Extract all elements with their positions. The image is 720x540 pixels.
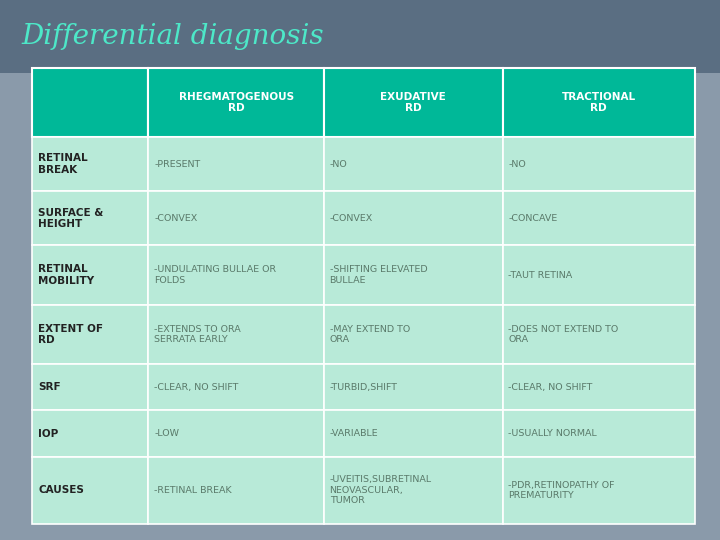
Bar — [324, 457, 503, 524]
Text: -VARIABLE: -VARIABLE — [330, 429, 378, 438]
Text: -UNDULATING BULLAE OR
FOLDS: -UNDULATING BULLAE OR FOLDS — [154, 265, 276, 285]
Bar — [148, 68, 324, 137]
Text: RHEGMATOGENOUS
RD: RHEGMATOGENOUS RD — [179, 91, 294, 113]
Text: -LOW: -LOW — [154, 429, 179, 438]
Text: -UVEITIS,SUBRETINAL
NEOVASCULAR,
TUMOR: -UVEITIS,SUBRETINAL NEOVASCULAR, TUMOR — [330, 475, 432, 505]
Bar — [148, 137, 324, 191]
Bar — [32, 305, 148, 364]
Bar — [32, 68, 148, 137]
Bar — [148, 364, 324, 410]
Bar — [148, 457, 324, 524]
Text: EXUDATIVE
RD: EXUDATIVE RD — [380, 91, 446, 113]
Text: -PRESENT: -PRESENT — [154, 160, 200, 168]
Bar — [503, 137, 695, 191]
Bar — [503, 305, 695, 364]
Text: -PDR,RETINOPATHY OF
PREMATURITY: -PDR,RETINOPATHY OF PREMATURITY — [508, 481, 615, 500]
Bar — [32, 410, 148, 457]
Bar — [324, 364, 503, 410]
Bar — [503, 364, 695, 410]
Text: -RETINAL BREAK: -RETINAL BREAK — [154, 486, 232, 495]
Bar — [32, 245, 148, 305]
Text: SRF: SRF — [38, 382, 60, 392]
Bar — [503, 68, 695, 137]
Bar — [324, 305, 503, 364]
Bar — [324, 191, 503, 245]
Text: TRACTIONAL
RD: TRACTIONAL RD — [562, 91, 636, 113]
Text: -DOES NOT EXTEND TO
ORA: -DOES NOT EXTEND TO ORA — [508, 325, 618, 344]
Text: SURFACE &
HEIGHT: SURFACE & HEIGHT — [38, 207, 104, 229]
Text: -TURBID,SHIFT: -TURBID,SHIFT — [330, 383, 397, 391]
Text: -CONVEX: -CONVEX — [330, 214, 373, 223]
Bar — [32, 457, 148, 524]
Text: -MAY EXTEND TO
ORA: -MAY EXTEND TO ORA — [330, 325, 410, 344]
Bar — [0, 0, 720, 73]
Text: -NO: -NO — [508, 160, 526, 168]
Text: -CLEAR, NO SHIFT: -CLEAR, NO SHIFT — [508, 383, 593, 391]
Bar — [324, 137, 503, 191]
Text: -EXTENDS TO ORA
SERRATA EARLY: -EXTENDS TO ORA SERRATA EARLY — [154, 325, 240, 344]
Text: -CONVEX: -CONVEX — [154, 214, 197, 223]
Bar — [503, 457, 695, 524]
Text: RETINAL
BREAK: RETINAL BREAK — [38, 153, 88, 175]
Text: Differential diagnosis: Differential diagnosis — [22, 23, 324, 50]
Text: -USUALLY NORMAL: -USUALLY NORMAL — [508, 429, 597, 438]
Text: -CLEAR, NO SHIFT: -CLEAR, NO SHIFT — [154, 383, 238, 391]
Text: -SHIFTING ELEVATED
BULLAE: -SHIFTING ELEVATED BULLAE — [330, 265, 427, 285]
Bar — [148, 245, 324, 305]
Text: RETINAL
MOBILITY: RETINAL MOBILITY — [38, 264, 94, 286]
Bar — [32, 137, 148, 191]
Text: -CONCAVE: -CONCAVE — [508, 214, 558, 223]
Bar — [324, 410, 503, 457]
Bar — [503, 410, 695, 457]
Text: -NO: -NO — [330, 160, 347, 168]
Bar — [324, 245, 503, 305]
Text: EXTENT OF
RD: EXTENT OF RD — [38, 323, 103, 345]
Text: CAUSES: CAUSES — [38, 485, 84, 495]
Bar — [148, 191, 324, 245]
Text: IOP: IOP — [38, 429, 58, 438]
Text: -TAUT RETINA: -TAUT RETINA — [508, 271, 572, 280]
Bar — [148, 305, 324, 364]
Bar — [32, 191, 148, 245]
Bar — [324, 68, 503, 137]
Bar — [148, 410, 324, 457]
Bar — [0, 73, 720, 540]
Bar — [503, 245, 695, 305]
Bar — [32, 364, 148, 410]
Bar — [503, 191, 695, 245]
